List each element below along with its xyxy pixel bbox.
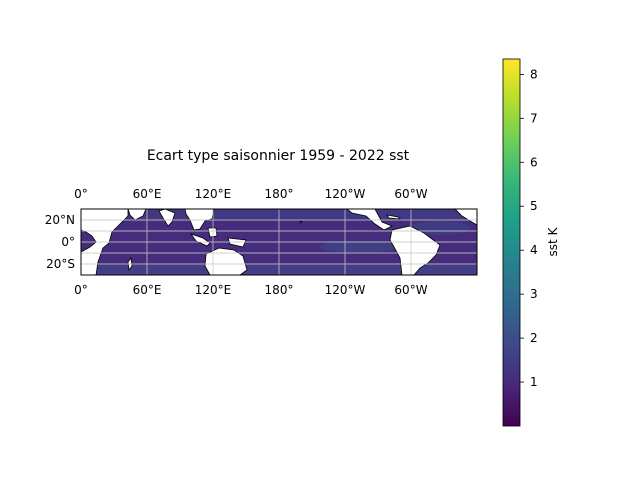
lon-tick-label-top: 120°W	[325, 187, 366, 201]
colorbar-tick-label: 2	[530, 331, 538, 345]
lon-tick-label-top: 180°	[265, 187, 294, 201]
lon-tick-label-bottom: 120°E	[195, 283, 232, 297]
colorbar-tick-label: 5	[530, 199, 538, 213]
lat-tick-labels: 20°N 0° 20°S	[45, 213, 75, 271]
lat-tick-label: 0°	[61, 235, 75, 249]
lon-tick-label-bottom: 120°W	[325, 283, 366, 297]
lon-tick-label-bottom: 60°E	[133, 283, 162, 297]
australia-land	[204, 247, 248, 275]
colorbar-tick-label: 3	[530, 287, 538, 301]
lon-tick-label-bottom: 60°W	[394, 283, 427, 297]
colorbar-tick-label: 8	[530, 67, 538, 81]
lon-tick-label-top: 60°E	[133, 187, 162, 201]
lon-tick-label-bottom: 0°	[74, 283, 88, 297]
top-lon-tick-labels: 0° 60°E 120°E 180° 120°W 60°W	[74, 187, 428, 201]
indonesia-land	[189, 233, 211, 247]
colorbar-label: sst K	[546, 226, 560, 256]
colorbar-tick-label: 4	[530, 243, 538, 257]
lat-tick-label: 20°S	[46, 257, 75, 271]
hawaii-land	[299, 220, 303, 224]
colorbar-gradient	[502, 58, 521, 427]
caribbean-land	[386, 214, 402, 220]
lon-tick-label-top: 60°W	[394, 187, 427, 201]
chart-title: Ecart type saisonnier 1959 - 2022 sst	[147, 148, 410, 164]
colorbar-tick-label: 1	[530, 375, 538, 389]
lat-tick-label: 20°N	[45, 213, 75, 227]
colorbar-tick-label: 7	[530, 111, 538, 125]
bottom-lon-tick-labels: 0° 60°E 120°E 180° 120°W 60°W	[74, 283, 428, 297]
north-africa-east	[454, 209, 477, 226]
borneo-land	[207, 227, 218, 238]
lon-tick-label-top: 120°E	[195, 187, 232, 201]
south-america-land	[389, 225, 441, 275]
map-frame	[80, 208, 478, 276]
colorbar-ticks: 1 2 3 4 5 6 7 8	[520, 67, 538, 389]
lon-tick-label-top: 0°	[74, 187, 88, 201]
gridlines	[81, 209, 477, 275]
arabia-land	[127, 209, 147, 221]
lon-tick-label-bottom: 180°	[265, 283, 294, 297]
map-panel: 0° 60°E 120°E 180° 120°W 60°W 0° 60°E 120°E 180°…	[45, 187, 478, 297]
land-masses	[81, 209, 477, 275]
central-america-land	[346, 209, 393, 231]
colorbar-tick-label: 6	[530, 155, 538, 169]
india-land	[158, 209, 176, 227]
colorbar: 1 2 3 4 5 6 7 8 sst K	[502, 58, 560, 427]
